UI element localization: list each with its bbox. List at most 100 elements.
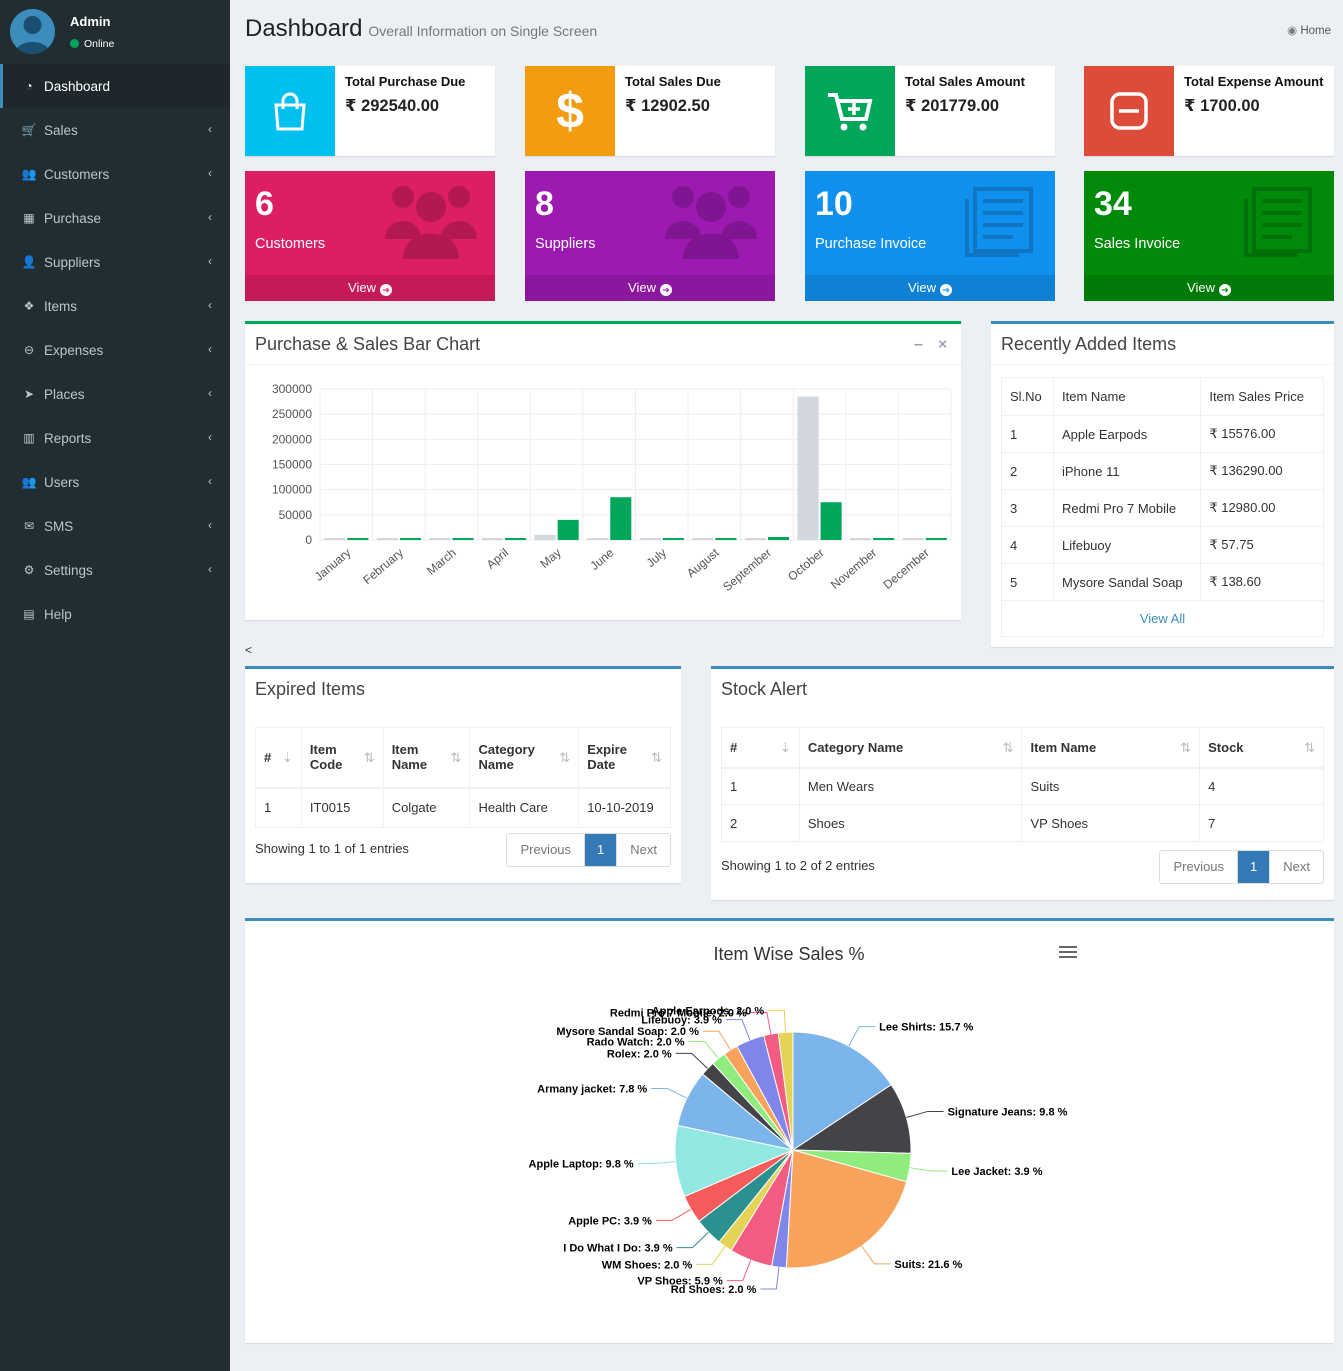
- table-cell: Apple Earpods: [1052, 415, 1202, 453]
- svg-text:$: $: [556, 84, 584, 138]
- breadcrumb-home[interactable]: ◉ Home: [1287, 23, 1331, 37]
- small-box-view-link[interactable]: View ➔: [1084, 275, 1334, 301]
- chevron-left-icon: ‹: [208, 210, 212, 224]
- column-header[interactable]: Item Name ⇅: [382, 727, 471, 789]
- pie-label-suits: Suits: 21.6 %: [894, 1259, 962, 1271]
- column-header[interactable]: Category Name ⇅: [469, 727, 580, 789]
- sidebar-item-settings[interactable]: ⚙ Settings ‹: [0, 548, 230, 592]
- pie-connector: [688, 1040, 719, 1059]
- previous-button[interactable]: Previous: [1173, 859, 1225, 874]
- small-box-count: 34: [1094, 185, 1132, 223]
- column-header-label: Expire Date: [587, 742, 627, 773]
- small-box-suppliers: 8 Suppliers View ➔: [525, 171, 775, 301]
- x-tick-label: March: [424, 546, 459, 578]
- column-header[interactable]: Item Code ⇅: [300, 727, 384, 789]
- next-button[interactable]: Next: [616, 834, 670, 866]
- small-box-view-link[interactable]: View ➔: [245, 275, 495, 301]
- table-row: 4 Lifebuoy ₹ 57.75: [1001, 526, 1324, 564]
- column-header[interactable]: # ⇣: [721, 727, 800, 769]
- chevron-left-icon: ‹: [208, 430, 212, 444]
- table-header-row: # ⇣ Category Name ⇅ Item Name ⇅ Stock ⇅: [721, 727, 1324, 769]
- bar-october-1: [820, 502, 842, 540]
- column-header[interactable]: Stock ⇅: [1199, 727, 1324, 769]
- sidebar-item-customers[interactable]: 👥 Customers ‹: [0, 152, 230, 196]
- bar-july-1: [662, 538, 684, 540]
- info-box-total-sales-due: $ Total Sales Due ₹ 12902.50: [525, 66, 775, 156]
- arrow-circle-right-icon: ➔: [379, 284, 392, 296]
- pie-connector: [750, 1011, 772, 1035]
- pie-label-signature-jeans: Signature Jeans: 9.8 %: [948, 1106, 1068, 1118]
- sidebar-item-label: Settings: [44, 562, 93, 578]
- sidebar-item-items[interactable]: ❖ Items ‹: [0, 284, 230, 328]
- sidebar-item-label: SMS: [44, 518, 74, 534]
- column-header[interactable]: Item Name ⇅: [1021, 727, 1201, 769]
- sidebar-item-dashboard[interactable]: ◔ Dashboard: [0, 64, 230, 108]
- sidebar-item-places[interactable]: ➤ Places ‹: [0, 372, 230, 416]
- table-cell: ₹ 136290.00: [1200, 452, 1324, 490]
- sidebar-item-expenses[interactable]: ⊖ Expenses ‹: [0, 328, 230, 372]
- pie-label-i-do-what-i-do: I Do What I Do: 3.9 %: [563, 1243, 673, 1255]
- column-header-label: Item Name: [1061, 389, 1126, 404]
- sidebar-item-label: Purchase: [44, 210, 102, 226]
- sidebar-item-label: Items: [44, 298, 78, 314]
- pie-connector: [760, 1267, 780, 1290]
- column-header[interactable]: Category Name ⇅: [798, 727, 1023, 769]
- expired-items-table: # ⇣ Item Code ⇅ Item Name ⇅ Category Name ⇅ Expi…: [255, 727, 671, 828]
- previous-button[interactable]: Previous: [520, 842, 572, 857]
- pie-label-lee-jacket: Lee Jacket: 3.9 %: [951, 1166, 1042, 1178]
- stock-alert-title: Stock Alert: [721, 679, 808, 699]
- column-header[interactable]: Expire Date ⇅: [578, 727, 671, 789]
- page-1-button[interactable]: 1: [584, 834, 617, 866]
- page-title-text: Dashboard: [245, 15, 363, 42]
- cart-plus-icon: [805, 66, 895, 156]
- sidebar-item-label: Dashboard: [44, 78, 111, 94]
- sidebar-item-label: Customers: [44, 166, 110, 182]
- sidebar-item-label: Suppliers: [44, 254, 101, 270]
- column-header[interactable]: # ⇣: [255, 727, 302, 789]
- chart-menu-icon[interactable]: [1059, 946, 1077, 958]
- view-all-link[interactable]: View All: [1001, 600, 1324, 637]
- small-box-view-link[interactable]: View ➔: [525, 275, 775, 301]
- collapse-button[interactable]: –: [914, 336, 923, 353]
- x-tick-label: January: [312, 546, 354, 584]
- next-button[interactable]: Next: [1269, 851, 1323, 883]
- bar-september-0: [744, 538, 766, 540]
- x-tick-label: April: [484, 546, 511, 572]
- table-row: 1 IT0015 Colgate Health Care 10-10-2019: [255, 787, 671, 828]
- user-name: Admin: [70, 14, 111, 29]
- column-header-label: Stock: [1208, 739, 1244, 755]
- pie-label-vp-shoes: VP Shoes: 5.9 %: [637, 1276, 723, 1288]
- sidebar-item-users[interactable]: 👥 Users ‹: [0, 460, 230, 504]
- bar-january-1: [347, 538, 369, 540]
- table-cell: Men Wears: [798, 767, 1023, 805]
- column-header: Sl.No: [1001, 377, 1054, 416]
- sidebar-item-reports[interactable]: ▥ Reports ‹: [0, 416, 230, 460]
- bar-june-1: [610, 497, 632, 540]
- table-cell: ₹ 15576.00: [1200, 415, 1324, 453]
- envelope-icon: ✉: [23, 519, 35, 533]
- stock-alert-box: Stock Alert # ⇣ Category Name ⇅ Item Name ⇅ St…: [711, 666, 1334, 900]
- bar-february-0: [376, 538, 398, 540]
- x-tick-label: February: [360, 546, 406, 588]
- sidebar-item-purchase[interactable]: ▦ Purchase ‹: [0, 196, 230, 240]
- close-button[interactable]: ×: [938, 336, 947, 353]
- table-cell: Redmi Pro 7 Mobile: [1052, 489, 1202, 527]
- info-box-value: ₹ 292540.00: [345, 97, 440, 115]
- bar-august-0: [692, 538, 714, 540]
- sidebar-item-label: Sales: [44, 122, 78, 138]
- sidebar-item-suppliers[interactable]: 👤 Suppliers ‹: [0, 240, 230, 284]
- table-cell: ₹ 12980.00: [1200, 489, 1324, 527]
- pie-connector: [637, 1160, 676, 1165]
- sort-desc-icon: ⇣: [282, 750, 293, 765]
- sidebar-item-help[interactable]: ▤ Help: [0, 592, 230, 636]
- pie-chart-title: Item Wise Sales %: [713, 944, 864, 964]
- pie-slice-lee-shirts: [792, 1031, 892, 1151]
- page-1-button[interactable]: 1: [1237, 851, 1270, 883]
- bar-april-0: [481, 538, 503, 540]
- sidebar-item-sales[interactable]: 🛒 Sales ‹: [0, 108, 230, 152]
- small-box-view-link[interactable]: View ➔: [805, 275, 1055, 301]
- table-header-row: Sl.No Item Name Item Sales Price: [1001, 377, 1324, 416]
- sort-icon: ⇅: [450, 750, 462, 765]
- bar-may-1: [557, 519, 579, 540]
- sidebar-item-sms[interactable]: ✉ SMS ‹: [0, 504, 230, 548]
